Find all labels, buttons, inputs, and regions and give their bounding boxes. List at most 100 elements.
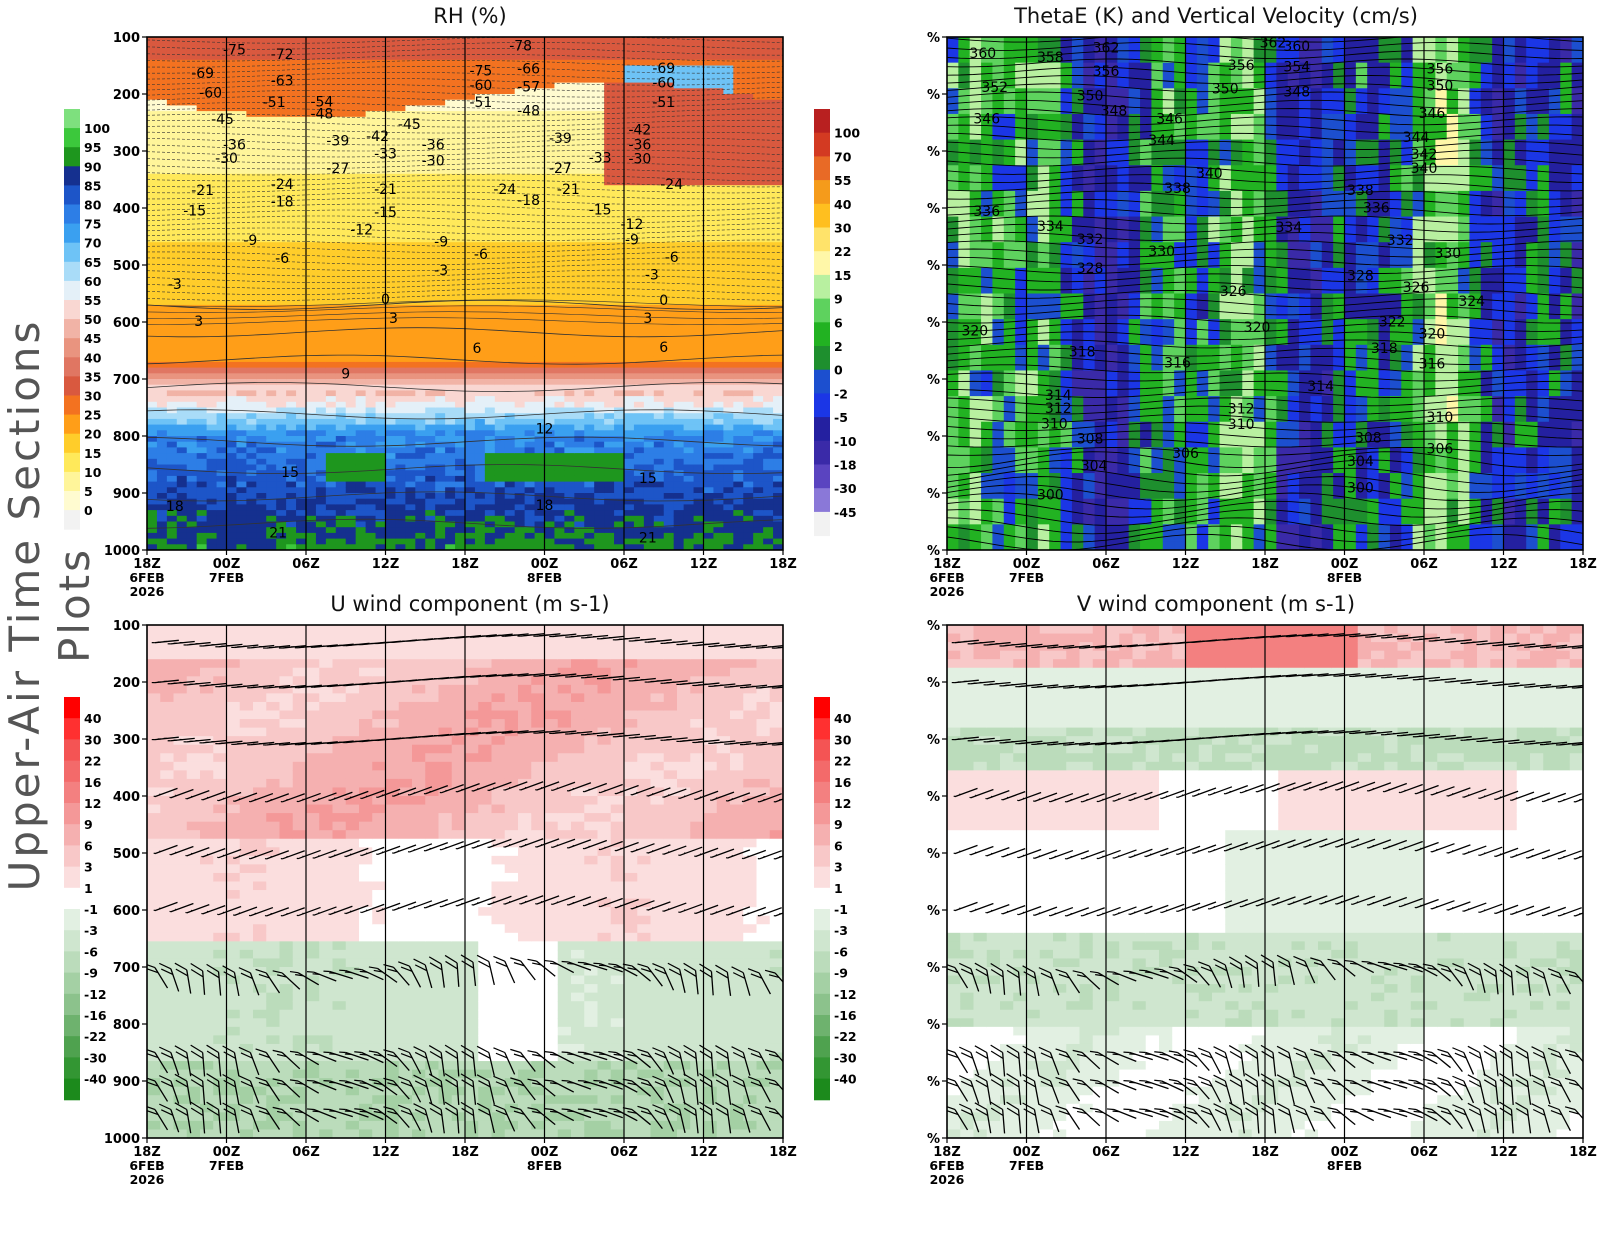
vwind-barb-flag (1198, 961, 1210, 967)
thetae-colorbar-label: 6 (834, 315, 843, 330)
uwind-barb-flag (731, 1074, 744, 1082)
uwind-barb (488, 1080, 495, 1105)
vwind-barb-flag (1499, 963, 1512, 972)
rh-colorbar-swatch (64, 242, 80, 263)
uwind-barb (758, 793, 782, 803)
rh-isotherm (147, 78, 783, 86)
uwind-colorbar-label: 12 (84, 796, 101, 811)
thetae-x-tick-label: 18Z (933, 557, 961, 572)
uwind-barb (774, 1109, 783, 1120)
uwind-colorbar-label: 30 (84, 732, 102, 747)
uwind-barb (393, 901, 417, 911)
thetae-contour-label: 346 (973, 112, 1000, 128)
vwind-barb-flag (1228, 956, 1242, 965)
vwind-barb-flag (1515, 970, 1529, 979)
rh-isotherm (147, 48, 783, 56)
thetae-contour-label: 332 (1077, 232, 1104, 248)
vwind-barb-flag (959, 1046, 972, 1054)
vwind-barb-flag (1198, 1047, 1210, 1054)
vwind-barb (1510, 1109, 1514, 1134)
uwind-barb-flag (306, 1079, 314, 1082)
uwind-barb-flag (387, 1053, 398, 1058)
vwind-barb-flag (1200, 1109, 1213, 1116)
uwind-barb-flag (400, 1109, 413, 1116)
uwind-barb-flag (608, 1050, 617, 1054)
thetae-contour-label: 312 (1228, 402, 1255, 418)
vwind-barb-flag (1550, 973, 1563, 979)
vwind-barb-flag (1228, 1102, 1242, 1111)
vwind-barb (1081, 1080, 1101, 1098)
thetae-colorbar-swatch (814, 346, 830, 371)
uwind-barb (170, 1052, 180, 1076)
vwind-barb-flag (1437, 1077, 1449, 1082)
vwind-barb-flag (1350, 1053, 1358, 1056)
uwind-barb-flag (147, 1106, 156, 1111)
vwind-barb (1066, 793, 1090, 803)
rh-x-date-label: 2026 (130, 584, 165, 599)
uwind-barb-flag (476, 1102, 490, 1111)
vwind-barb (1002, 791, 1026, 801)
vwind-colorbar-label: -12 (834, 987, 857, 1002)
vwind-barb-flag (1076, 974, 1087, 978)
rh-contour-label: -51 (652, 95, 675, 111)
vwind-barb-flag (1245, 1107, 1258, 1116)
vwind-barb (1479, 1109, 1486, 1134)
uwind-barb (758, 907, 782, 917)
uwind-barb (726, 1109, 732, 1134)
vwind-x-tick-label: 12Z (1490, 1145, 1518, 1160)
uwind-barb-flag (637, 1048, 649, 1054)
uwind-colorbar-swatch (64, 993, 80, 1016)
uwind-barb (250, 906, 274, 917)
uwind-wind-barbs (147, 633, 783, 1134)
uwind-barb (408, 1109, 422, 1132)
uwind-barb-flag (732, 1108, 746, 1116)
uwind-barb-flag (240, 1109, 253, 1116)
vwind-barb-flag (1547, 1104, 1560, 1111)
thetae-contour-label: 308 (1077, 431, 1104, 447)
uwind-barb (202, 905, 226, 915)
vwind-barb-flag (1332, 1110, 1342, 1114)
thetae-colorbar: 100 70 55 40 30 22 15 9 6 2 0 -2 -5 -10 -18 -30 -45 (814, 109, 860, 537)
uwind-barb (663, 845, 687, 855)
vwind-barb-flag (1245, 1079, 1258, 1088)
uwind-barb (233, 1109, 240, 1134)
thetae-x-tick-label: 18Z (1251, 557, 1279, 572)
vwind-barb-flag (1499, 1044, 1512, 1054)
rh-colorbar-label: 15 (84, 446, 101, 461)
vwind-barb (1415, 1080, 1438, 1093)
uwind-barb (424, 1080, 433, 1105)
uwind-barb (217, 971, 222, 996)
uwind-barb (488, 961, 495, 986)
vwind-barb-flag (1532, 972, 1546, 979)
uwind-y-tick-label: 200 (113, 676, 140, 691)
uwind-barb (615, 1080, 638, 1093)
vwind-barb (1208, 1080, 1222, 1103)
uwind-barb-flag (683, 1079, 697, 1088)
uwind-barb (425, 842, 449, 852)
vwind-barb-flag (947, 1081, 959, 1087)
uwind-barb-flag (174, 1073, 188, 1082)
uwind-barb-flag (159, 1046, 172, 1054)
vwind-barb (1447, 966, 1463, 987)
vwind-barb (1208, 965, 1222, 988)
uwind-barb (345, 790, 369, 801)
vwind-colorbar-swatch (814, 993, 830, 1016)
thetae-contour-label: 324 (1458, 294, 1485, 310)
uwind-barb-flag (160, 1109, 174, 1116)
uwind-barb-flag (429, 1050, 443, 1059)
thetae-colorbar-label: -2 (834, 386, 848, 401)
uwind-x-tick-label: 18Z (133, 1145, 161, 1160)
vwind-barb-flag (1038, 1103, 1051, 1111)
vwind-barb-flag (960, 968, 974, 975)
uwind-colorbar-swatch (64, 845, 80, 868)
vwind-barb-flag (1076, 1110, 1087, 1115)
rh-contour-label: -21 (557, 182, 580, 198)
uwind-barb-flag (206, 1079, 220, 1088)
vwind-barb (1320, 1080, 1336, 1101)
uwind-barb (726, 1080, 732, 1105)
rh-contour-label: 6 (659, 340, 668, 356)
uwind-barb (265, 1080, 281, 1102)
uwind-barb (265, 972, 281, 994)
thetae-contour-label: 310 (1427, 410, 1454, 426)
